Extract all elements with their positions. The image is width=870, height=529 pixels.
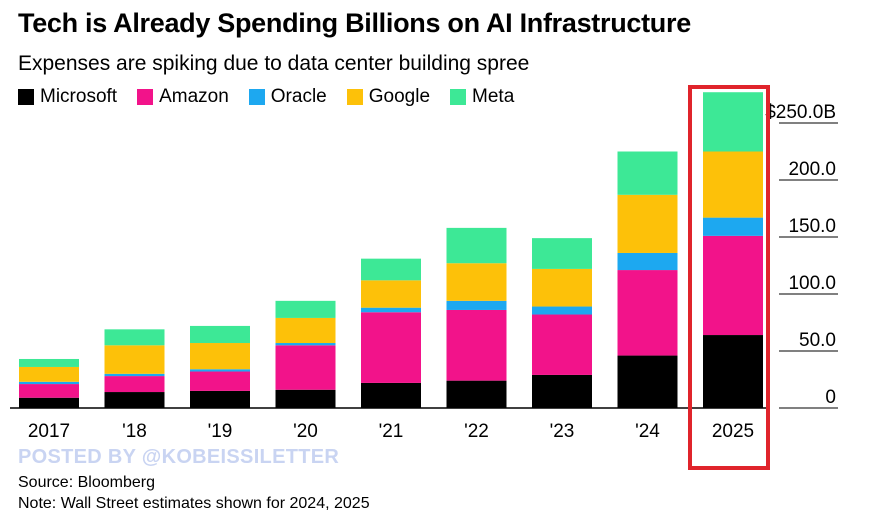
y-tick-label: 50.0: [799, 330, 836, 351]
y-tick-label: 150.0: [788, 216, 836, 237]
bar-segment-google-3: [275, 317, 336, 344]
bar-segment-oracle-7: [617, 252, 678, 271]
legend-label: Google: [368, 86, 431, 107]
footnote: Note: Wall Street estimates shown for 20…: [18, 495, 370, 512]
bar-segment-amazon-6: [532, 314, 592, 375]
bar-segment-microsoft-5: [446, 380, 507, 408]
chart-title: Tech is Already Spending Billions on AI …: [18, 8, 691, 38]
chart-subtitle: Expenses are spiking due to data center …: [18, 52, 530, 75]
y-tick-label: 100.0: [788, 273, 836, 294]
bar-segment-microsoft-1: [104, 392, 165, 408]
watermark: POSTED BY @KOBEISSILETTER: [18, 446, 340, 468]
source-note: Source: Bloomberg: [18, 474, 155, 491]
bar-segment-amazon-3: [275, 345, 336, 390]
legend-item-microsoft: Microsoft: [18, 86, 117, 108]
bar-segment-google-1: [104, 345, 165, 374]
bar-segment-oracle-2: [190, 369, 250, 372]
bar-segment-oracle-8: [703, 217, 763, 236]
highlight-box-2025: [688, 85, 770, 470]
legend-swatch: [450, 89, 467, 105]
bar-segment-oracle-6: [532, 306, 592, 315]
legend-label: Oracle: [270, 86, 327, 107]
x-tick-label: '24: [635, 421, 660, 442]
bar-segment-amazon-7: [617, 270, 678, 356]
bar-segment-meta-2: [190, 325, 250, 344]
legend-swatch: [346, 89, 363, 105]
bar-segment-google-6: [532, 268, 592, 307]
legend-label: Microsoft: [40, 86, 118, 107]
bar-segment-amazon-4: [361, 312, 421, 383]
bar-segment-google-4: [361, 280, 421, 308]
y-tick-label: $250.0B: [765, 102, 836, 123]
bar-segment-oracle-5: [446, 300, 507, 310]
x-tick-label: '22: [464, 421, 489, 442]
bar-segment-microsoft-4: [361, 382, 421, 408]
bar-segment-meta-0: [19, 358, 79, 367]
bar-segment-google-0: [19, 366, 79, 382]
legend-swatch: [137, 89, 154, 105]
legend: Microsoft Amazon Oracle Google Meta: [18, 86, 514, 108]
bar-segment-microsoft-6: [532, 374, 592, 408]
x-tick-label: '23: [550, 421, 575, 442]
x-tick-label: '21: [379, 421, 404, 442]
y-tick-label: 0: [825, 387, 836, 408]
bar-segment-amazon-5: [446, 309, 507, 381]
bar-segment-microsoft-7: [617, 355, 678, 408]
bar-segment-meta-3: [275, 300, 336, 318]
bar-segment-meta-7: [617, 151, 678, 195]
bar-segment-amazon-8: [703, 235, 763, 336]
bar-segment-google-5: [446, 263, 507, 301]
x-tick-label: '20: [293, 421, 318, 442]
legend-label: Meta: [472, 86, 515, 107]
bar-segment-meta-8: [703, 92, 763, 152]
bar-segment-amazon-2: [190, 371, 250, 391]
bar-segment-google-2: [190, 343, 250, 370]
bar-segment-meta-5: [446, 227, 507, 264]
legend-swatch: [248, 89, 265, 105]
bar-segment-amazon-0: [19, 384, 79, 398]
y-tick-label: 200.0: [788, 159, 836, 180]
x-tick-label: '18: [122, 421, 147, 442]
bar-segment-microsoft-8: [703, 335, 763, 408]
x-tick-label: '19: [208, 421, 233, 442]
legend-item-google: Google: [346, 86, 431, 108]
x-tick-label: 2017: [28, 421, 70, 442]
legend-swatch: [18, 89, 34, 105]
bar-segment-google-8: [703, 151, 763, 218]
bar-segment-meta-6: [532, 238, 592, 269]
x-tick-label: 2025: [712, 421, 754, 442]
legend-item-amazon: Amazon: [137, 86, 229, 108]
bar-segment-amazon-1: [104, 376, 165, 393]
bar-segment-google-7: [617, 194, 678, 253]
bar-segment-microsoft-0: [19, 397, 79, 408]
bar-segment-microsoft-3: [275, 389, 336, 408]
bar-segment-oracle-0: [19, 381, 79, 385]
bar-segment-microsoft-2: [190, 390, 250, 408]
legend-label: Amazon: [159, 86, 229, 107]
bar-segment-oracle-4: [361, 307, 421, 313]
bar-segment-meta-4: [361, 258, 421, 281]
legend-item-meta: Meta: [450, 86, 514, 108]
bar-segment-oracle-1: [104, 373, 165, 377]
legend-item-oracle: Oracle: [248, 86, 327, 108]
bar-segment-meta-1: [104, 329, 165, 346]
bar-segment-oracle-3: [275, 343, 336, 346]
